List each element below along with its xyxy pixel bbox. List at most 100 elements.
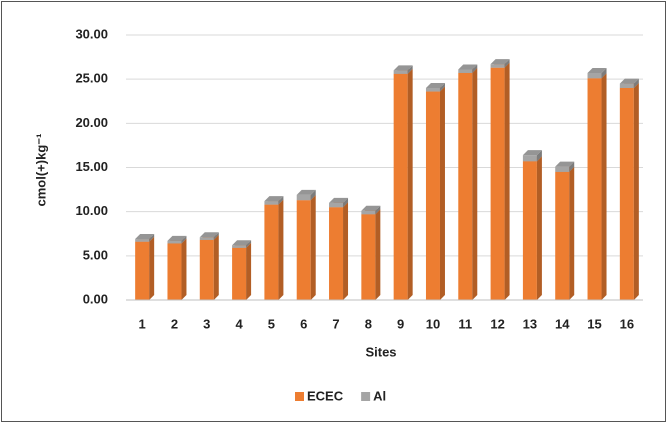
bar-segment — [264, 199, 284, 300]
bar-segment — [619, 83, 639, 300]
bar-top — [393, 65, 413, 71]
bar-side — [149, 234, 155, 242]
bar-segment — [167, 238, 187, 300]
bar-front — [393, 70, 408, 74]
bar-top — [296, 189, 316, 195]
bar-segment — [587, 73, 607, 301]
bar-segment — [522, 156, 542, 300]
y-tick-label: 30.00 — [75, 26, 108, 41]
bar-front — [555, 171, 570, 300]
x-tick-label: 3 — [203, 316, 210, 331]
bar-side — [343, 202, 349, 300]
bar-segment — [296, 189, 316, 201]
bar-segment — [425, 86, 445, 301]
bar-front — [425, 91, 440, 301]
x-tick-label: 2 — [171, 316, 178, 331]
bar-segment — [232, 240, 252, 248]
bar-front — [619, 83, 634, 88]
bar-front — [135, 239, 150, 242]
bar-segment — [232, 242, 252, 300]
bar-side — [472, 64, 478, 73]
bar-top — [587, 67, 607, 73]
bar-top — [425, 83, 445, 88]
bar-side — [472, 67, 478, 300]
x-tick-label: 16 — [620, 316, 634, 331]
bar-side — [407, 68, 413, 300]
bar-segment — [458, 64, 478, 73]
bar-side — [310, 195, 316, 300]
bar-side — [504, 62, 510, 300]
x-tick-label: 15 — [587, 316, 601, 331]
bar-front — [490, 67, 505, 300]
y-tick-label: 5.00 — [83, 247, 108, 262]
legend-swatch — [361, 392, 371, 401]
bar-top — [167, 235, 187, 241]
bar-side — [213, 232, 219, 240]
bar-side — [439, 86, 445, 301]
bar-segment — [393, 65, 413, 74]
bar-side — [536, 150, 542, 162]
bar-front — [361, 210, 376, 215]
bar-segment — [361, 209, 381, 300]
x-tick-label: 14 — [555, 316, 570, 331]
bar-front — [522, 161, 537, 300]
x-tick-label: 9 — [397, 316, 404, 331]
x-tick-label: 8 — [365, 316, 372, 331]
bar-side — [569, 166, 575, 300]
x-axis-label: Sites — [365, 344, 396, 359]
bar-front — [393, 73, 408, 300]
bar-segment — [135, 234, 155, 242]
bar-side — [213, 234, 219, 300]
bar-segment — [587, 67, 607, 79]
bar-front — [458, 69, 473, 73]
bar-segment — [167, 235, 187, 244]
bar-front — [587, 78, 602, 301]
bar-segment — [329, 202, 349, 300]
bar-front — [490, 64, 505, 68]
bar-front — [232, 247, 247, 300]
bar-side — [601, 67, 607, 79]
bar-segment — [619, 78, 639, 88]
bar-front — [587, 72, 602, 79]
legend-swatch — [295, 392, 304, 401]
bar-segment — [393, 68, 413, 300]
bar-top — [458, 64, 478, 70]
bar-segment — [264, 196, 284, 205]
x-tick-label: 1 — [139, 316, 146, 331]
bar-top — [490, 59, 510, 65]
legend-label: Al — [373, 388, 386, 403]
bar-segment — [458, 67, 478, 300]
bar-side — [278, 196, 284, 205]
bar-front — [296, 200, 311, 300]
bar-top — [329, 197, 349, 203]
bar-top — [361, 205, 381, 211]
bar-front — [167, 243, 182, 300]
legend-label: ECEC — [307, 388, 344, 403]
bar-side — [569, 161, 575, 172]
bar-side — [601, 73, 607, 301]
bar-front — [425, 88, 440, 92]
bar-front — [135, 241, 150, 300]
bar-top — [264, 196, 284, 202]
bar-side — [343, 197, 349, 208]
bar-segment — [329, 197, 349, 208]
x-tick-label: 13 — [523, 316, 537, 331]
bar-side — [633, 78, 639, 88]
bar-side — [149, 236, 155, 300]
bar-front — [264, 201, 279, 205]
bar-side — [278, 199, 284, 300]
x-tick-label: 11 — [458, 316, 472, 331]
bar-front — [522, 155, 537, 162]
bar-side — [504, 59, 510, 68]
bar-side — [246, 242, 252, 300]
bar-side — [536, 156, 542, 300]
bar-side — [633, 83, 639, 300]
bar-front — [296, 194, 311, 201]
bar-segment — [555, 166, 575, 300]
y-axis-label: cmol(+)kg⁻¹ — [33, 134, 48, 207]
bar-front — [555, 166, 570, 172]
x-tick-label: 7 — [332, 316, 339, 331]
bar-segment — [361, 205, 381, 215]
y-tick-label: 15.00 — [75, 159, 108, 174]
bar-segment — [555, 161, 575, 172]
